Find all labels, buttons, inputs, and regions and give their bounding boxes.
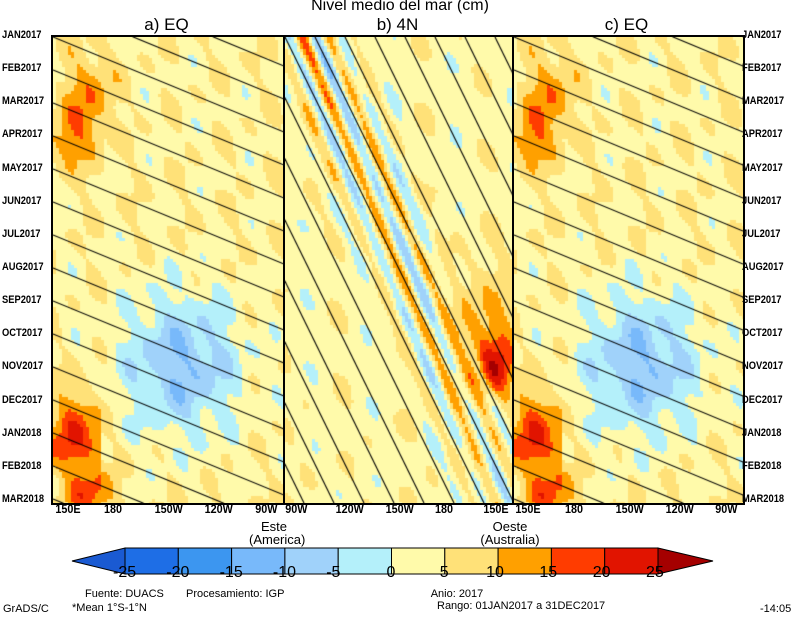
- y-tick-label: AUG2017: [2, 261, 44, 273]
- x-tick-label: 150W: [385, 502, 414, 516]
- panel-a-field: [51, 35, 286, 505]
- panel-b-title: b) 4N: [376, 15, 419, 34]
- y-tick-label: NOV2017: [2, 360, 44, 373]
- y-tick-label: FEB2017: [2, 62, 42, 75]
- x-tick-label: 150W: [615, 502, 644, 516]
- colorbar: [71, 547, 714, 575]
- colorbar-label: 0: [386, 564, 396, 581]
- y-tick-label: MAR2018: [2, 493, 45, 505]
- y-tick-label: MAR2018: [742, 493, 785, 505]
- y-tick-label: JUL2017: [2, 227, 41, 240]
- y-tick-label: JAN2018: [742, 426, 782, 439]
- y-tick-label: JAN2018: [2, 426, 42, 439]
- colorbar-label: -20: [166, 564, 190, 581]
- y-tick-label: MAR2017: [2, 95, 45, 108]
- y-tick-label: AUG2017: [742, 261, 784, 273]
- x-tick-label: 120W: [665, 502, 694, 516]
- x-tick-label: 150E: [515, 502, 541, 516]
- year-text: Anio: 2017: [430, 588, 484, 600]
- x-tick-label: 180: [104, 502, 123, 516]
- colorbar-label: -25: [113, 564, 137, 581]
- colorbar-segment: [284, 547, 339, 575]
- east-label-1: Este: [260, 519, 287, 534]
- x-tick-label: 150E: [55, 502, 81, 516]
- colorbar-segment: [444, 547, 499, 575]
- y-tick-label: FEB2018: [742, 459, 782, 472]
- source-text: Fuente: DUACS: [85, 588, 164, 600]
- y-tick-label: MAR2017: [742, 95, 785, 108]
- colorbar-segment: [124, 547, 179, 575]
- west-label-2: (Australia): [480, 532, 540, 547]
- colorbar-segment: [497, 547, 552, 575]
- y-tick-label: FEB2017: [742, 62, 782, 75]
- colorbar-label: -10: [272, 564, 297, 581]
- colorbar-segment: [604, 547, 659, 575]
- west-label: Oeste (Australia): [480, 520, 540, 546]
- colorbar-segment: [231, 547, 286, 575]
- y-tick-label: DEC2017: [742, 393, 783, 406]
- colorbar-label: 15: [539, 564, 558, 581]
- y-tick-label: JAN2017: [742, 29, 782, 41]
- x-tick-label: 90W: [285, 502, 308, 516]
- time-text: -14:05: [760, 603, 792, 615]
- y-tick-label: APR2017: [742, 128, 783, 141]
- colorbar-segment: [391, 547, 446, 575]
- y-tick-label: APR2017: [2, 128, 43, 141]
- y-tick-label: NOV2017: [742, 360, 784, 373]
- colorbar-label: 10: [486, 564, 504, 581]
- y-tick-label: OCT2017: [2, 327, 43, 340]
- x-tick-label: 180: [565, 502, 584, 516]
- x-tick-label: 120W: [204, 502, 233, 516]
- y-tick-label: MAY2017: [2, 161, 43, 174]
- x-tick-label: 120W: [335, 502, 364, 516]
- y-tick-label: FEB2018: [2, 459, 42, 472]
- mean-text: *Mean 1°S-1°N: [72, 602, 147, 614]
- y-tick-label: DEC2017: [2, 393, 43, 406]
- processing-text: Procesamiento: IGP: [186, 588, 285, 600]
- panel-b-field: [283, 35, 516, 505]
- x-tick-label: 150W: [154, 502, 183, 516]
- grads-text: GrADS/C: [3, 603, 49, 615]
- y-tick-label: JUN2017: [2, 194, 42, 207]
- x-tick-label: 150E: [483, 502, 509, 516]
- y-tick-label: JUN2017: [742, 194, 782, 207]
- west-label-1: Oeste: [492, 519, 528, 534]
- east-label: Este (America): [249, 519, 306, 547]
- y-tick-label: JUL2017: [742, 227, 781, 240]
- y-tick-label: OCT2017: [742, 327, 783, 340]
- y-tick-label: SEP2017: [2, 294, 42, 307]
- colorbar-label: 20: [592, 564, 611, 581]
- colorbar-label: -15: [219, 564, 243, 581]
- x-tick-label: 90W: [715, 502, 738, 516]
- panel-a-title: a) EQ: [144, 15, 189, 34]
- east-label-2: (America): [249, 532, 306, 547]
- panel-c-field: [512, 35, 745, 505]
- x-tick-label: 90W: [255, 502, 278, 516]
- colorbar-high-arrow: [657, 547, 714, 575]
- y-tick-label: SEP2017: [742, 294, 782, 307]
- panel-c-title: c) EQ: [604, 15, 649, 34]
- colorbar-label: 25: [646, 564, 664, 581]
- colorbar-label: 5: [439, 564, 449, 581]
- y-tick-label: MAY2017: [742, 161, 783, 174]
- y-tick-label: JAN2017: [2, 29, 42, 41]
- colorbar-segment: [337, 547, 393, 575]
- figure-title: Nivel medio del mar (cm): [311, 0, 489, 14]
- x-tick-label: 180: [435, 502, 454, 516]
- colorbar-label: -5: [326, 564, 341, 581]
- range-text: Rango: 01JAN2017 a 31DEC2017: [437, 600, 606, 612]
